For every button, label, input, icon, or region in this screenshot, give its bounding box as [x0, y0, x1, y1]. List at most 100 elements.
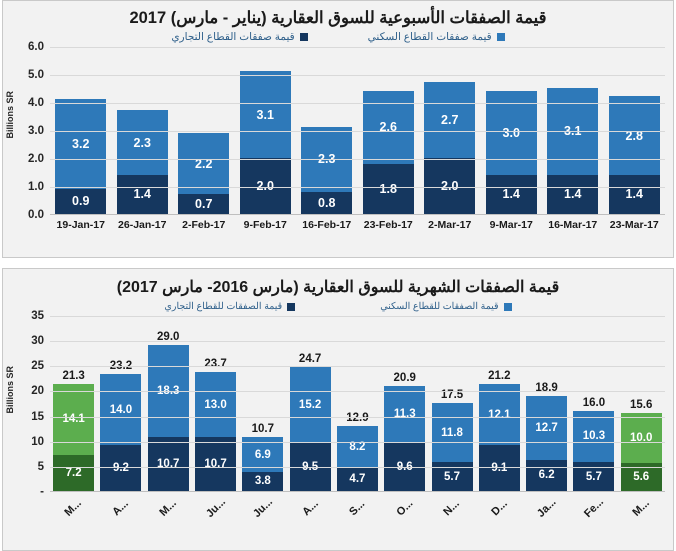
bar-segment-commercial[interactable]: 1.4 [116, 174, 168, 214]
bar-segment-commercial[interactable]: 0.8 [301, 191, 353, 214]
bar-segment-residential[interactable]: 13.0 [195, 371, 237, 438]
bar-column[interactable]: 3.0 1.4 [485, 47, 537, 214]
bar-segment-value: 9.1 [491, 462, 508, 475]
bar-segment-value: 10.7 [204, 458, 227, 471]
bar-segment-residential[interactable]: 14.0 [100, 374, 142, 445]
bar-column[interactable]: 10.7 6.9 3.8 [242, 316, 284, 491]
bar-column[interactable]: 23.2 14.0 9.2 [100, 316, 142, 491]
bar-total-label: 12.9 [346, 412, 369, 425]
weekly-legend-label-commercial: قيمة صفقات القطاع التجاري [171, 31, 295, 43]
x-axis-tick-label: D... [489, 497, 510, 519]
bar-segment-residential[interactable]: 3.0 [485, 90, 537, 175]
bar-segment-commercial[interactable]: 3.8 [242, 471, 284, 491]
weekly-chart-title: قيمة الصفقات الأسبوعية للسوق العقارية (ي… [129, 9, 547, 27]
bar-segment-value: 5.7 [585, 470, 602, 483]
bar-column[interactable]: 17.5 11.8 5.7 [431, 316, 473, 491]
bar-segment-residential[interactable]: 2.2 [178, 132, 230, 195]
bar-segment-commercial[interactable]: 1.8 [362, 163, 414, 214]
bar-segment-commercial[interactable]: 0.9 [55, 188, 107, 214]
bar-total-label: 29.0 [157, 331, 180, 344]
bar-segment-residential[interactable]: 10.0 [620, 412, 662, 463]
bar-segment-commercial[interactable]: 10.7 [195, 437, 237, 491]
bar-segment-value: 14.0 [109, 403, 133, 416]
bar-column[interactable]: 29.0 18.3 10.7 [147, 316, 189, 491]
bar-segment-value: 18.3 [157, 385, 180, 398]
bar-segment-value: 3.0 [502, 125, 520, 140]
y-axis-tick-label: 6.0 [28, 41, 44, 53]
y-axis-tick-label: 10 [31, 435, 44, 448]
bar-column[interactable]: 2.2 0.7 [178, 47, 230, 214]
bar-column[interactable]: 20.9 11.3 9.6 [384, 316, 426, 491]
bar-segment-residential[interactable]: 14.1 [53, 383, 95, 455]
y-axis-tick-label: 15 [31, 410, 44, 423]
bar-column[interactable]: 2.7 2.0 [424, 47, 476, 214]
bar-segment-value: 13.0 [204, 398, 227, 411]
bar-column[interactable]: 21.3 14.1 7.2 [53, 316, 95, 491]
bar-segment-value: 2.3 [133, 135, 151, 150]
bar-column[interactable]: 15.6 10.0 5.6 [620, 316, 662, 491]
bar-segment-value: 3.8 [254, 475, 271, 488]
bar-column[interactable]: 2.3 1.4 [116, 47, 168, 214]
bar-segment-residential[interactable]: 3.1 [239, 71, 291, 158]
bar-segment-value: 5.6 [633, 470, 650, 483]
bar-segment-commercial[interactable]: 9.1 [478, 445, 520, 491]
bar-segment-commercial[interactable]: 6.2 [526, 459, 568, 491]
bar-segment-residential[interactable]: 6.9 [242, 437, 284, 472]
bar-segment-commercial[interactable]: 1.4 [608, 174, 660, 214]
bar-segment-residential[interactable]: 8.2 [336, 426, 378, 468]
bar-segment-value: 1.4 [502, 187, 520, 202]
bar-segment-commercial[interactable]: 9.2 [100, 444, 142, 491]
bar-column[interactable]: 2.8 1.4 [608, 47, 660, 214]
bar-segment-residential[interactable]: 11.8 [431, 403, 473, 463]
bar-column[interactable]: 3.2 0.9 [55, 47, 107, 214]
legend-swatch-residential-icon [496, 33, 505, 41]
monthly-legend-item-residential[interactable]: قيمة الصفقات للقطاع السكني [380, 301, 512, 312]
bar-total-label: 24.7 [298, 352, 322, 365]
gridline [50, 466, 665, 468]
bar-segment-residential[interactable]: 15.2 [289, 366, 331, 444]
bar-column[interactable]: 21.2 12.1 9.1 [478, 316, 520, 491]
weekly-chart-panel: قيمة الصفقات الأسبوعية للسوق العقارية (ي… [2, 0, 674, 258]
bar-segment-residential[interactable]: 11.3 [384, 385, 426, 443]
x-axis-tick-label: Ju... [250, 495, 275, 521]
weekly-legend-item-commercial[interactable]: قيمة صفقات القطاع التجاري [171, 31, 308, 43]
bar-column[interactable]: 23.7 13.0 10.7 [195, 316, 237, 491]
bar-column[interactable]: 16.0 10.3 5.7 [573, 316, 615, 491]
gridline [50, 47, 665, 48]
bar-segment-commercial[interactable]: 2.0 [239, 158, 291, 214]
bar-segment-residential[interactable]: 3.2 [55, 99, 107, 189]
x-axis-tick-label: O... [394, 497, 416, 519]
bar-segment-commercial[interactable]: 7.2 [53, 454, 95, 491]
bar-segment-commercial[interactable]: 1.4 [547, 174, 599, 214]
x-axis-tick-label: 2-Feb-17 [182, 219, 226, 231]
bar-segment-residential[interactable]: 12.1 [478, 384, 520, 446]
bar-column[interactable]: 2.6 1.8 [362, 47, 414, 214]
monthly-y-axis-labels: - 5 10 15 20 25 30 35 [10, 310, 44, 498]
bar-segment-value: 6.9 [254, 448, 271, 461]
bar-column[interactable]: 24.7 15.2 9.5 [289, 316, 331, 491]
weekly-legend-item-residential[interactable]: قيمة صفقات القطاع السكني [368, 31, 505, 43]
y-axis-tick-label: 3.0 [28, 125, 44, 137]
bar-segment-commercial[interactable]: 0.7 [178, 194, 230, 214]
bar-segment-commercial[interactable]: 4.7 [336, 467, 378, 491]
y-axis-tick-label: 25 [31, 360, 44, 373]
bar-segment-residential[interactable]: 10.3 [573, 410, 615, 463]
bar-column[interactable]: 12.9 8.2 4.7 [336, 316, 378, 491]
bar-segment-value: 15.2 [298, 399, 322, 412]
bar-column[interactable]: 18.9 12.7 6.2 [526, 316, 568, 491]
bar-segment-commercial[interactable]: 2.0 [424, 158, 476, 214]
monthly-legend-item-commercial[interactable]: قيمة الصفقات للقطاع التجاري [164, 301, 296, 312]
bar-column[interactable]: 3.1 2.0 [239, 47, 291, 214]
x-axis-tick-label: 26-Jan-17 [118, 219, 167, 231]
bar-segment-value: 11.8 [441, 426, 463, 439]
bar-segment-residential[interactable]: 2.6 [362, 90, 414, 164]
bar-segment-commercial[interactable]: 10.7 [147, 437, 189, 491]
bar-segment-residential[interactable]: 2.7 [424, 82, 476, 158]
bar-segment-residential[interactable]: 18.3 [147, 345, 189, 438]
legend-swatch-commercial-icon [299, 33, 308, 41]
bar-segment-commercial[interactable]: 1.4 [485, 174, 537, 214]
bar-segment-residential[interactable]: 2.3 [116, 110, 168, 175]
monthly-legend-label-residential: قيمة الصفقات للقطاع السكني [380, 301, 499, 312]
bar-segment-residential[interactable]: 2.8 [608, 96, 660, 175]
bar-segment-residential[interactable]: 12.7 [526, 395, 568, 460]
